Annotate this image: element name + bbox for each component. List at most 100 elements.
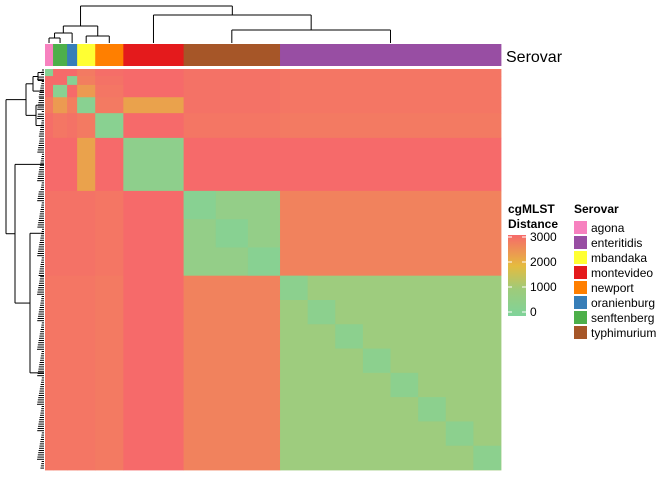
heatmap-cell-oranienburg-typhimurium xyxy=(183,76,281,86)
heatmap-subcluster-enteritidis xyxy=(280,275,308,300)
serovar-legend-label-enteritidis: enteritidis xyxy=(591,236,642,250)
serovar-legend-swatch-enteritidis xyxy=(574,236,587,249)
row-dendrogram xyxy=(5,69,44,469)
heatmap-body xyxy=(45,69,502,471)
serovar-legend-label-typhimurium: typhimurium xyxy=(591,326,656,340)
annotation-mbandaka xyxy=(77,44,96,66)
legend-tick-label: 0 xyxy=(530,305,537,319)
heatmap-cell-typhimurium-senftenberg xyxy=(53,190,68,277)
heatmap-cell-newport-newport xyxy=(95,113,124,139)
heatmap-subcluster-typhimurium xyxy=(215,219,248,248)
heatmap-cell-senftenberg-typhimurium xyxy=(183,84,281,98)
heatmap-subcluster-enteritidis xyxy=(445,421,474,446)
legend-tick-label: 2000 xyxy=(530,255,557,269)
serovar-legend-label-montevideo: montevideo xyxy=(591,266,653,280)
serovar-annotation-bar xyxy=(45,44,502,66)
serovar-legend-swatch-newport xyxy=(574,281,587,294)
heatmap-cell-agona-oranienburg xyxy=(67,69,78,77)
heatmap-cell-typhimurium-newport xyxy=(95,190,124,277)
heatmap-cell-oranienburg-enteritidis xyxy=(280,76,502,86)
heatmap-cell-senftenberg-enteritidis xyxy=(280,84,502,98)
serovar-legend-swatch-agona xyxy=(574,221,587,234)
heatmap-subcluster-enteritidis xyxy=(335,324,363,349)
heatmap-cell-enteritidis-typhimurium xyxy=(183,275,281,471)
heatmap-cell-montevideo-montevideo xyxy=(123,137,184,192)
heatmap-cell-agona-agona xyxy=(45,69,54,77)
heatmap-cell-newport-typhimurium xyxy=(183,113,281,139)
heatmap-cell-montevideo-senftenberg xyxy=(53,137,68,192)
legend-tick-label: 1000 xyxy=(530,280,557,294)
legend-tick-label: 3000 xyxy=(530,230,557,244)
heatmap-cell-newport-agona xyxy=(45,113,54,139)
heatmap-cell-agona-montevideo xyxy=(123,69,184,77)
serovar-annotation-label: Serovar xyxy=(506,49,563,66)
annotation-agona xyxy=(45,44,54,66)
heatmap-cell-mbandaka-enteritidis xyxy=(280,97,502,114)
distance-legend-title-line2: Distance xyxy=(508,217,558,231)
heatmap-cell-enteritidis-newport xyxy=(95,275,124,471)
distance-legend-colorbar xyxy=(508,235,526,316)
serovar-legend-label-agona: agona xyxy=(591,221,625,235)
heatmap-subcluster-enteritidis xyxy=(418,397,446,422)
heatmap-cell-montevideo-mbandaka xyxy=(77,137,96,192)
heatmap-cell-enteritidis-mbandaka xyxy=(77,275,96,471)
heatmap-cell-montevideo-oranienburg xyxy=(67,137,78,192)
heatmap-cell-mbandaka-typhimurium xyxy=(183,97,281,114)
heatmap-subcluster-enteritidis xyxy=(473,445,501,470)
heatmap-cell-mbandaka-mbandaka xyxy=(77,97,96,114)
serovar-legend-label-oranienburg: oranienburg xyxy=(591,296,655,310)
heatmap-subcluster-enteritidis xyxy=(390,372,419,398)
heatmap-cell-typhimurium-oranienburg xyxy=(67,190,78,277)
heatmap-cell-newport-montevideo xyxy=(123,113,184,139)
heatmap-cell-enteritidis-agona xyxy=(45,275,54,471)
heatmap-cell-agona-typhimurium xyxy=(183,69,281,77)
heatmap-cell-oranienburg-mbandaka xyxy=(77,76,96,86)
heatmap-cell-agona-senftenberg xyxy=(53,69,68,77)
heatmap-cell-montevideo-typhimurium xyxy=(183,137,281,192)
annotation-newport xyxy=(95,44,124,66)
heatmap-cell-senftenberg-mbandaka xyxy=(77,84,96,98)
heatmap-cell-typhimurium-agona xyxy=(45,190,54,277)
heatmap-cell-mbandaka-newport xyxy=(95,97,124,114)
heatmap-cell-enteritidis-senftenberg xyxy=(53,275,68,471)
heatmap-cell-typhimurium-enteritidis xyxy=(280,190,502,277)
heatmap-cell-senftenberg-montevideo xyxy=(123,84,184,98)
distance-legend: cgMLST Distance 3000 2000 1000 0 xyxy=(508,202,558,319)
annotation-enteritidis xyxy=(280,44,502,66)
heatmap-subcluster-enteritidis xyxy=(362,348,391,373)
heatmap-subcluster-typhimurium xyxy=(183,190,216,220)
heatmap-cell-newport-mbandaka xyxy=(77,113,96,139)
heatmap-cell-newport-enteritidis xyxy=(280,113,502,139)
heatmap-cell-typhimurium-montevideo xyxy=(123,190,184,277)
annotation-oranienburg xyxy=(67,44,78,66)
heatmap-cell-senftenberg-newport xyxy=(95,84,124,98)
heatmap-cell-enteritidis-montevideo xyxy=(123,275,184,471)
serovar-legend-title: Serovar xyxy=(574,202,619,216)
heatmap-cell-senftenberg-agona xyxy=(45,84,54,98)
heatmap-cell-oranienburg-oranienburg xyxy=(67,76,78,86)
heatmap-cell-montevideo-newport xyxy=(95,137,124,192)
serovar-legend-swatch-typhimurium xyxy=(574,326,587,339)
annotation-senftenberg xyxy=(53,44,68,66)
heatmap-cell-agona-mbandaka xyxy=(77,69,96,77)
heatmap-cell-agona-enteritidis xyxy=(280,69,502,77)
serovar-legend: Serovar agonaenteritidismbandakamontevid… xyxy=(574,202,656,340)
serovar-legend-swatch-senftenberg xyxy=(574,311,587,324)
heatmap-cell-mbandaka-oranienburg xyxy=(67,97,78,114)
heatmap-cell-agona-newport xyxy=(95,69,124,77)
heatmap-cell-oranienburg-montevideo xyxy=(123,76,184,86)
heatmap-cell-typhimurium-mbandaka xyxy=(77,190,96,277)
heatmap-subcluster-enteritidis xyxy=(307,299,336,325)
heatmap-cell-enteritidis-oranienburg xyxy=(67,275,78,471)
annotation-montevideo xyxy=(123,44,184,66)
heatmap-cell-oranienburg-senftenberg xyxy=(53,76,68,86)
heatmap-cell-senftenberg-senftenberg xyxy=(53,84,68,98)
heatmap-subcluster-typhimurium xyxy=(247,247,281,276)
heatmap-cell-oranienburg-newport xyxy=(95,76,124,86)
heatmap-cell-newport-senftenberg xyxy=(53,113,68,139)
heatmap-cell-newport-oranienburg xyxy=(67,113,78,139)
serovar-legend-swatch-mbandaka xyxy=(574,251,587,264)
distance-legend-title-line1: cgMLST xyxy=(508,202,555,216)
serovar-legend-label-mbandaka: mbandaka xyxy=(591,251,647,265)
